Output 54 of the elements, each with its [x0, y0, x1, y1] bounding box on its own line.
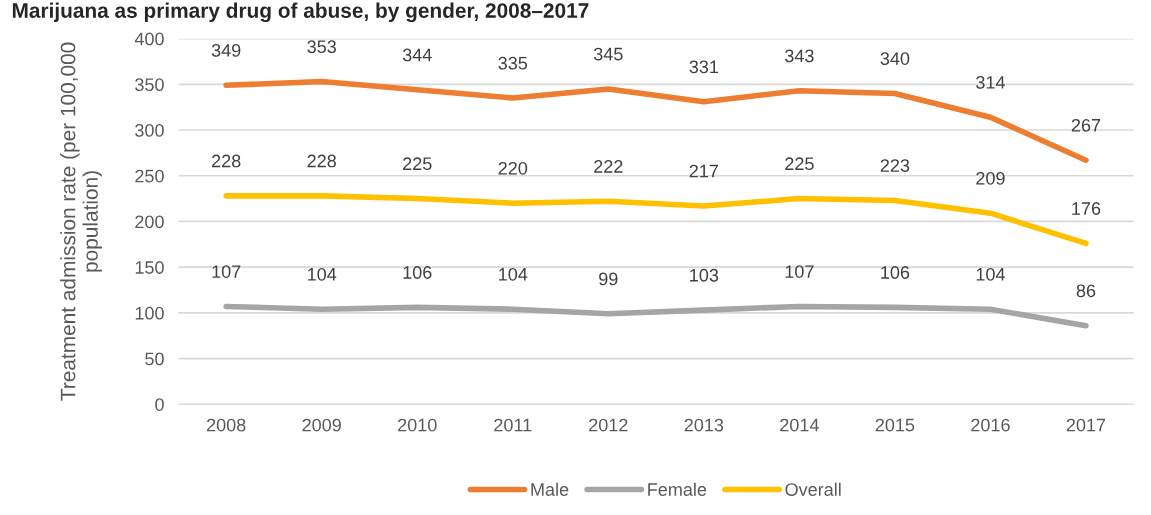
y-tick-label: 0 [155, 398, 164, 411]
data-label: 107 [785, 265, 814, 278]
y-tick-label: 350 [135, 78, 164, 92]
data-label: 353 [307, 40, 336, 54]
y-tick-label: 300 [135, 123, 164, 137]
data-label: 104 [308, 267, 337, 281]
data-label: 176 [1072, 202, 1101, 215]
x-tick-label: 2012 [589, 418, 628, 432]
x-tick-label: 2008 [207, 418, 246, 432]
data-label: 331 [689, 60, 719, 74]
legend-label: Male [531, 482, 569, 496]
x-tick-label: 2014 [780, 418, 819, 432]
legend-label: Overall [785, 482, 841, 496]
data-label: 345 [593, 47, 623, 61]
x-tick-label: 2016 [971, 418, 1010, 432]
data-label: 106 [403, 266, 432, 279]
data-label: 86 [1076, 284, 1096, 298]
data-label: 99 [599, 272, 618, 286]
data-label: 225 [403, 157, 432, 171]
y-tick-label: 200 [135, 215, 164, 229]
data-label: 335 [498, 56, 528, 70]
chart-title: Marijuana as primary drug of abuse, by gender, 2008–2017 [12, 2, 589, 23]
y-tick-label: 400 [134, 32, 164, 46]
data-label: 225 [785, 157, 814, 171]
x-tick-label: 2013 [684, 418, 724, 432]
data-label: 267 [1071, 118, 1101, 132]
data-label: 314 [976, 75, 1005, 89]
x-tick-label: 2011 [494, 418, 532, 432]
legend-label: Female [648, 482, 707, 496]
data-label: 349 [211, 43, 241, 57]
data-label: 217 [689, 164, 718, 178]
y-tick-label: 250 [135, 169, 164, 183]
data-label: 103 [690, 268, 719, 282]
y-tick-label: 50 [145, 352, 164, 366]
data-label: 222 [594, 160, 623, 173]
data-label: 209 [976, 171, 1005, 185]
data-label: 344 [402, 48, 432, 62]
y-axis-title: Treatment admission rate (per 100,000 population) [60, 42, 102, 401]
data-label: 340 [880, 52, 910, 65]
data-label: 104 [499, 267, 528, 281]
data-label: 343 [785, 49, 814, 63]
data-label: 228 [307, 154, 336, 168]
data-label: 220 [498, 161, 528, 175]
data-label: 106 [881, 266, 910, 279]
data-label: 228 [212, 154, 241, 168]
y-tick-label: 150 [135, 261, 164, 274]
x-tick-label: 2015 [875, 418, 915, 432]
data-label: 223 [880, 159, 910, 172]
y-tick-label: 100 [135, 306, 164, 320]
data-label: 104 [976, 267, 1005, 281]
x-tick-label: 2010 [398, 418, 437, 432]
x-tick-label: 2009 [302, 418, 341, 432]
data-label: 107 [212, 265, 241, 278]
x-tick-label: 2017 [1066, 418, 1106, 432]
